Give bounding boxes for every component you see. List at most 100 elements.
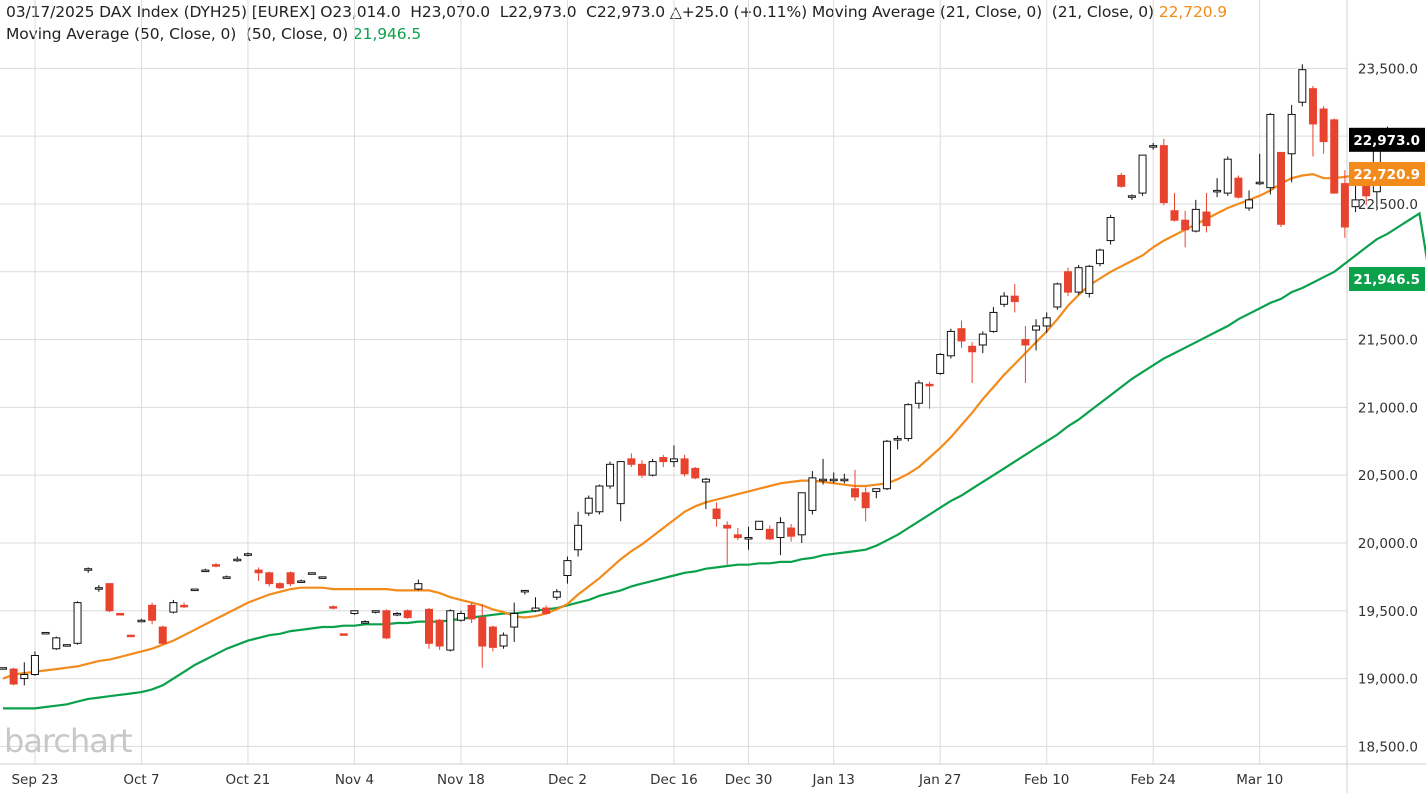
x-tick-label: Mar 10 [1236, 772, 1283, 788]
candle-body [499, 634, 508, 647]
candle-body [1064, 271, 1072, 293]
candle-body [1245, 199, 1254, 209]
candle-body [393, 612, 402, 616]
candle-body [882, 440, 891, 490]
x-tick-label: Dec 16 [650, 772, 698, 788]
candle-body [638, 463, 646, 476]
candle-body [563, 560, 572, 577]
header-ma50-value: 21,946.5 [352, 25, 422, 43]
header-ma21-value: 22,720.9 [1158, 3, 1228, 21]
candle-body [0, 667, 7, 670]
y-tick-label: 19,000.0 [1358, 672, 1418, 688]
candle-body [1053, 283, 1062, 308]
candle-body [1308, 88, 1317, 125]
header-change: △+25.0 (+0.11%) [669, 3, 808, 21]
ma50-line [3, 211, 1426, 710]
candle-body [1340, 183, 1349, 228]
candle-body [425, 608, 433, 644]
candle-body [744, 537, 753, 540]
candle-body [488, 626, 497, 648]
candle-body [84, 568, 93, 571]
candle-body [105, 583, 114, 612]
candle-body [382, 610, 391, 639]
candle-body [456, 612, 465, 621]
candle-body [616, 461, 625, 505]
x-tick-label: Dec 30 [725, 772, 773, 788]
candle-body [73, 602, 82, 644]
y-tick-label: 21,000.0 [1358, 400, 1418, 416]
x-tick-label: Sep 23 [11, 772, 58, 788]
header-date: 03/17/2025 [6, 3, 95, 21]
candle-body [606, 463, 615, 487]
candle-body [584, 497, 593, 514]
candle-body [361, 621, 370, 624]
header-high: H23,070.0 [410, 3, 491, 21]
candle-body [9, 668, 18, 685]
candle-body [691, 467, 700, 479]
chart-header-line-2: Moving Average (50, Close, 0) (50, Close… [6, 25, 421, 43]
candle-body [307, 572, 316, 575]
candle-body [1042, 317, 1051, 327]
header-ma21-label: Moving Average (21, Close, 0) [811, 3, 1043, 21]
candle-body [478, 617, 487, 647]
candle-body [1298, 69, 1307, 103]
candle-body [1181, 219, 1190, 231]
candle-body [808, 477, 817, 511]
candle-body [1351, 199, 1360, 208]
y-tick-label: 20,500.0 [1358, 468, 1418, 484]
candle-body [1032, 325, 1041, 331]
x-tick-label: Oct 21 [226, 772, 271, 788]
candle-body [286, 572, 295, 585]
barchart-watermark: barchart [4, 722, 132, 760]
y-tick-label: 19,500.0 [1358, 604, 1418, 620]
candle-body [648, 461, 657, 476]
header-symbol: DAX Index (DYH25) [EUREX] [99, 3, 316, 21]
candlestick-layer [0, 64, 1392, 686]
candle-body [265, 572, 274, 585]
candle-body [148, 604, 157, 621]
candle-body [968, 345, 977, 353]
candle-body [222, 576, 231, 579]
candle-body [701, 478, 710, 483]
candle-body [190, 588, 199, 592]
header-ma21-params: (21, Close, 0) [1051, 3, 1154, 21]
candle-body [1149, 145, 1158, 148]
candle-body [1085, 265, 1094, 294]
last-price-badge-label: 22,973.0 [1353, 133, 1420, 149]
candle-body [595, 485, 604, 513]
candle-body [233, 558, 242, 562]
chart-header-line-1: 03/17/2025 DAX Index (DYH25) [EUREX] O23… [6, 3, 1227, 21]
candle-body [94, 587, 103, 590]
y-tick-label: 21,500.0 [1358, 333, 1418, 349]
header-low: L22,973.0 [499, 3, 577, 21]
candle-body [1223, 158, 1232, 194]
candle-body [1234, 177, 1243, 198]
candle-body [787, 527, 796, 537]
candle-body [329, 606, 338, 609]
candle-body [765, 528, 774, 540]
x-tick-label: Nov 18 [437, 772, 485, 788]
candle-body [1117, 174, 1126, 187]
candle-body [403, 610, 412, 619]
candle-body [446, 610, 455, 651]
candle-body [659, 457, 668, 463]
candle-body [116, 612, 125, 616]
candle-body [275, 583, 284, 589]
ma50-badge-bg [1349, 267, 1425, 292]
candle-body [510, 612, 519, 628]
candle-body [1330, 119, 1339, 194]
candle-body [350, 610, 359, 614]
x-tick-label: Dec 2 [548, 772, 587, 788]
candle-body [1127, 195, 1136, 198]
candle-body [371, 610, 380, 613]
candle-body [467, 604, 476, 620]
candle-body [201, 569, 210, 573]
candle-body [1255, 181, 1264, 185]
candle-body [1000, 295, 1009, 305]
candle-body [531, 607, 540, 612]
candle-body [41, 631, 50, 635]
ma21-line-layer [2, 172, 1367, 680]
candle-body [180, 604, 189, 608]
